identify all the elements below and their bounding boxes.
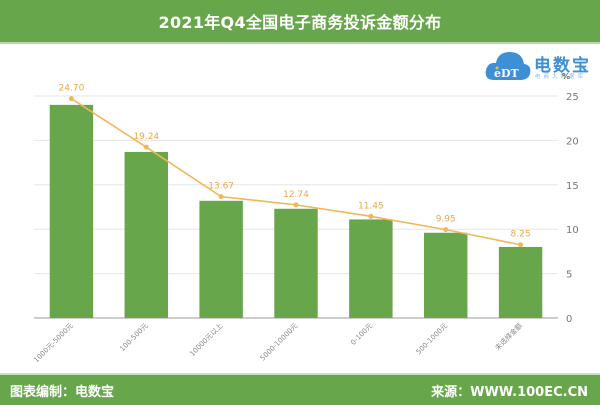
y-tick-label: 20: [566, 136, 579, 147]
x-tick-label: 100-500元: [118, 322, 149, 353]
bar: [49, 104, 94, 318]
x-tick-label: 10000元以上: [188, 321, 225, 358]
y-axis-unit: %: [562, 72, 571, 81]
y-tick-label: 0: [566, 314, 572, 325]
line-point: [293, 202, 299, 208]
x-tick-label: 5000-10000元: [259, 322, 300, 363]
x-tick-label: 未选择金额: [493, 321, 524, 352]
data-label: 11.45: [358, 201, 384, 211]
data-label: 9.95: [436, 215, 456, 225]
logo-brand: 电数宝: [534, 56, 591, 76]
data-label: 12.74: [283, 190, 309, 200]
chart-plot: 0 5 10 15 20 25 1000元-5000元 100-500元 10000元以上 500…: [32, 84, 579, 365]
line-point: [443, 227, 449, 233]
bar: [274, 208, 318, 318]
x-tick-label: 0-100元: [349, 322, 374, 347]
chart-footer: 图表编制：电数宝 来源：WWW.100EC.CN: [0, 373, 600, 405]
line-point: [68, 96, 74, 102]
y-tick-label: 5: [566, 270, 572, 281]
y-tick-label: 25: [566, 92, 579, 103]
data-label: 19.24: [133, 132, 159, 142]
data-label: 24.70: [59, 84, 85, 94]
bar: [349, 219, 393, 318]
line-point: [518, 242, 524, 248]
data-label: 8.25: [511, 230, 531, 240]
y-tick-label: 10: [566, 225, 579, 236]
x-tick-label: 1000元-5000元: [32, 322, 75, 365]
y-tick-label: 15: [566, 181, 579, 192]
chart-header: 2021年Q4全国电子商务投诉金额分布: [0, 0, 600, 44]
chart-title: 2021年Q4全国电子商务投诉金额分布: [158, 13, 442, 32]
bar: [498, 246, 543, 318]
footer-credit: 图表编制：电数宝: [10, 384, 115, 400]
svg-text:eDT: eDT: [494, 67, 520, 80]
line-point: [143, 144, 149, 150]
bar: [124, 151, 168, 318]
cloud-logo-icon: eDT: [485, 52, 531, 80]
logo-subtitle: 电商大数据库: [535, 74, 587, 80]
line-point: [218, 194, 224, 200]
footer-source: 来源：WWW.100EC.CN: [431, 384, 588, 400]
bar: [199, 200, 243, 318]
data-label: 13.67: [208, 182, 234, 192]
x-tick-label: 500-1000元: [415, 322, 449, 356]
line-point: [368, 213, 374, 219]
edt-logo: eDT 电数宝 电商大数据库: [484, 48, 600, 86]
bar: [424, 232, 468, 318]
